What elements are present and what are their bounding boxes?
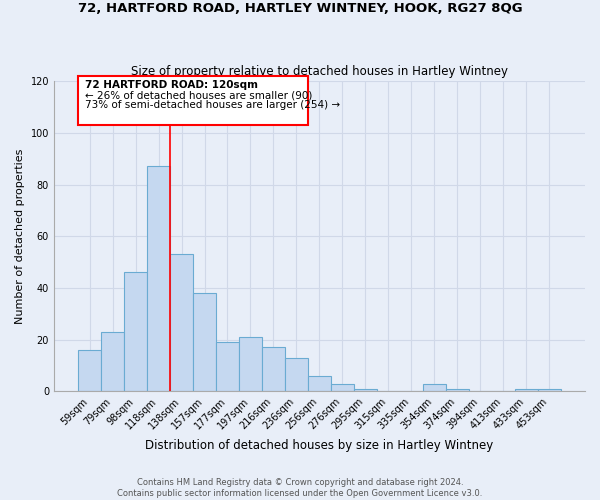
FancyBboxPatch shape [78, 76, 308, 125]
Bar [124, 272, 147, 392]
Bar [239, 337, 262, 392]
Title: Size of property relative to detached houses in Hartley Wintney: Size of property relative to detached ho… [131, 66, 508, 78]
Bar [538, 389, 561, 392]
Bar [216, 342, 239, 392]
Bar [285, 358, 308, 392]
Bar [331, 384, 354, 392]
Bar [308, 376, 331, 392]
Bar [423, 384, 446, 392]
Bar [193, 293, 216, 392]
Bar [170, 254, 193, 392]
Bar [147, 166, 170, 392]
Bar [78, 350, 101, 392]
Y-axis label: Number of detached properties: Number of detached properties [15, 148, 25, 324]
Bar [446, 389, 469, 392]
Bar [101, 332, 124, 392]
Text: 72 HARTFORD ROAD: 120sqm: 72 HARTFORD ROAD: 120sqm [85, 80, 258, 90]
Text: 72, HARTFORD ROAD, HARTLEY WINTNEY, HOOK, RG27 8QG: 72, HARTFORD ROAD, HARTLEY WINTNEY, HOOK… [77, 2, 523, 16]
Text: ← 26% of detached houses are smaller (90): ← 26% of detached houses are smaller (90… [85, 90, 313, 100]
Text: Contains HM Land Registry data © Crown copyright and database right 2024.
Contai: Contains HM Land Registry data © Crown c… [118, 478, 482, 498]
Bar [354, 389, 377, 392]
Bar [515, 389, 538, 392]
Text: 73% of semi-detached houses are larger (254) →: 73% of semi-detached houses are larger (… [85, 100, 340, 110]
X-axis label: Distribution of detached houses by size in Hartley Wintney: Distribution of detached houses by size … [145, 440, 494, 452]
Bar [262, 348, 285, 392]
